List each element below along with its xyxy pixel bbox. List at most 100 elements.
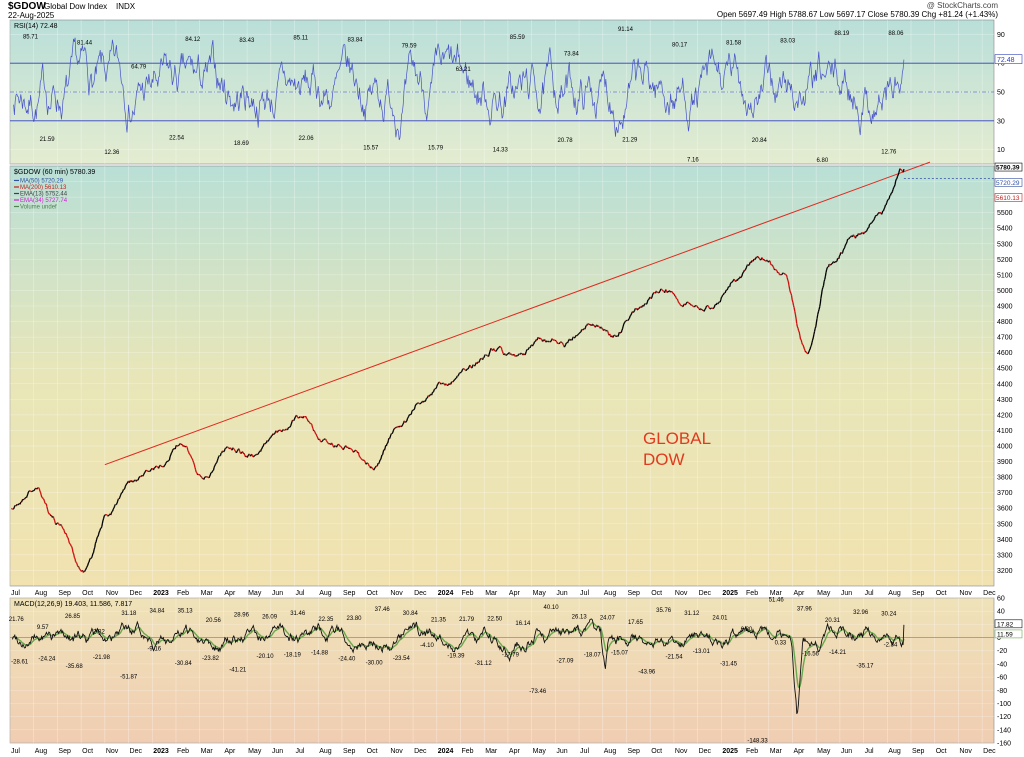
price-segment <box>470 366 472 369</box>
price-segment <box>784 273 786 275</box>
price-axis-tag-value: 5610.13 <box>996 195 1020 202</box>
price-segment <box>417 402 419 404</box>
x-tick-label: Sep <box>58 590 71 597</box>
price-segment <box>663 290 666 293</box>
macd-trough-label: 0.33 <box>775 640 787 646</box>
price-segment <box>249 454 252 457</box>
price-segment <box>435 386 438 389</box>
price-segment <box>25 495 28 498</box>
x-tick-label: Sep <box>912 748 925 755</box>
price-segment <box>203 477 206 480</box>
price-tick-label: 5100 <box>997 272 1013 279</box>
price-segment <box>675 297 678 300</box>
price-segment <box>60 524 63 527</box>
price-segment <box>71 548 74 553</box>
price-segment <box>727 286 730 289</box>
x-tick-label: Apr <box>224 748 236 755</box>
x-tick-label: May <box>248 748 262 755</box>
x-tick-label: Sep <box>912 590 925 597</box>
macd-current-value: 17.82 <box>997 621 1014 628</box>
price-segment <box>327 442 329 444</box>
price-segment <box>149 469 152 472</box>
price-segment <box>745 267 747 270</box>
macd-tick-label: 0 <box>997 635 1001 642</box>
macd-trough-label: -30.00 <box>366 660 384 666</box>
price-segment <box>286 427 289 430</box>
rsi-trough-label: 15.79 <box>428 145 444 151</box>
price-segment <box>11 508 13 510</box>
rsi-peak-label: 83.84 <box>348 37 364 43</box>
price-segment <box>247 454 250 457</box>
price-segment <box>505 354 508 356</box>
rsi-peak-label: 84.12 <box>185 37 201 43</box>
price-segment <box>518 353 520 355</box>
price-segment <box>513 353 516 357</box>
price-segment <box>643 303 646 306</box>
price-segment <box>787 279 790 283</box>
price-segment <box>556 341 558 344</box>
price-segment <box>171 450 174 453</box>
price-segment <box>142 473 145 476</box>
price-segment <box>457 374 460 377</box>
price-segment <box>387 440 389 444</box>
price-segment <box>591 324 594 326</box>
price-segment <box>452 380 455 382</box>
price-segment <box>76 563 79 566</box>
price-segment <box>881 210 884 214</box>
price-segment <box>720 296 723 298</box>
price-segment <box>354 450 356 452</box>
price-segment <box>769 263 772 266</box>
price-segment <box>235 451 238 454</box>
price-segment <box>164 463 167 466</box>
price-segment <box>165 461 168 463</box>
rsi-peak-label: 81.44 <box>77 41 93 47</box>
price-segment <box>748 262 751 265</box>
price-segment <box>380 454 383 458</box>
x-tick-label: Nov <box>106 748 119 755</box>
price-segment <box>824 272 827 277</box>
price-segment <box>390 433 393 435</box>
price-segment <box>306 418 309 422</box>
price-segment <box>118 497 121 500</box>
price-segment <box>429 394 431 396</box>
price-segment <box>822 285 825 288</box>
rsi-tick-label: 10 <box>997 147 1005 154</box>
price-segment <box>794 314 797 319</box>
price-segment <box>802 344 805 348</box>
x-tick-label: Nov <box>675 748 688 755</box>
price-segment <box>496 347 499 350</box>
price-segment <box>815 318 818 323</box>
price-segment <box>216 458 219 461</box>
price-segment <box>758 257 761 260</box>
price-segment <box>408 414 410 417</box>
price-segment <box>285 428 288 431</box>
price-segment <box>104 514 107 516</box>
price-segment <box>378 460 381 463</box>
price-segment <box>584 327 587 330</box>
price-segment <box>223 448 226 452</box>
macd-peak-label: 31.18 <box>121 611 137 617</box>
price-segment <box>633 310 636 312</box>
price-segment <box>599 326 602 329</box>
price-segment <box>854 236 857 239</box>
price-segment <box>718 301 720 303</box>
rsi-trough-label: 20.78 <box>558 138 574 144</box>
price-segment <box>479 358 482 360</box>
price-segment <box>661 289 664 292</box>
price-segment <box>143 472 146 475</box>
macd-tick-label: -160 <box>997 741 1011 748</box>
price-segment <box>106 514 109 517</box>
price-segment <box>353 450 355 453</box>
price-segment <box>351 449 354 451</box>
price-segment <box>845 242 848 245</box>
price-segment <box>524 353 527 356</box>
price-segment <box>101 519 104 524</box>
price-segment <box>887 198 890 201</box>
price-segment <box>193 464 196 468</box>
price-segment <box>889 193 892 196</box>
x-tick-label: Feb <box>462 748 474 755</box>
rsi-trough-label: 7.16 <box>687 158 699 164</box>
price-tick-label: 3600 <box>997 506 1013 513</box>
price-segment <box>350 448 352 450</box>
price-segment <box>91 556 93 558</box>
